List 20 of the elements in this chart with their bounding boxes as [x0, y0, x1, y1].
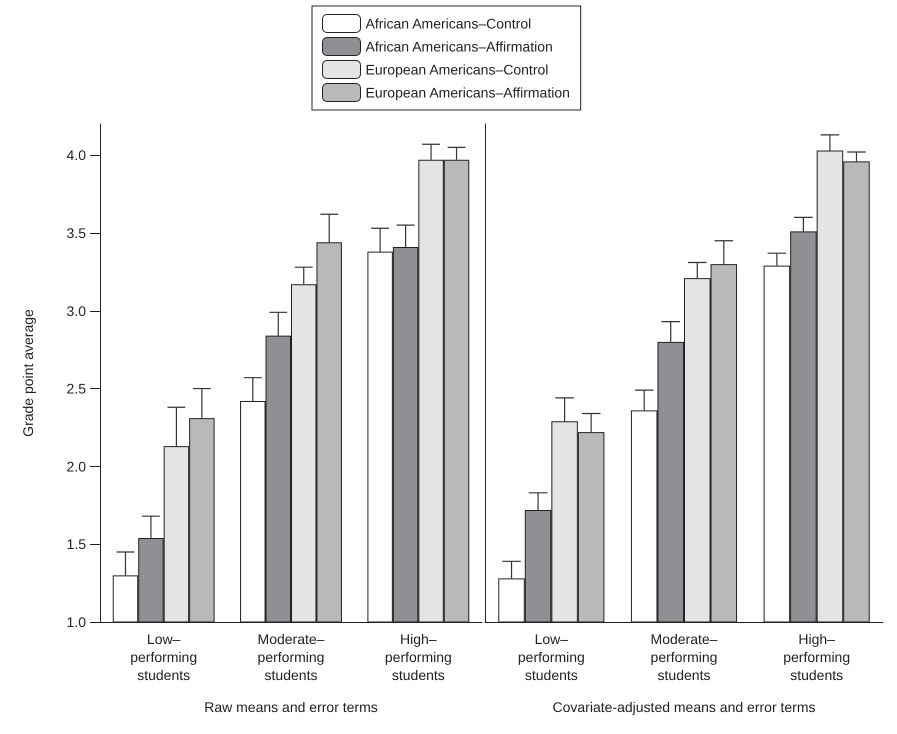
y-tick-label: 4.0: [66, 147, 86, 164]
x-axis-title: Covariate-adjusted means and error terms: [552, 699, 816, 715]
legend-label: European Americans–Affirmation: [366, 84, 570, 100]
y-tick-label: 1.0: [66, 614, 86, 630]
x-tick-label: Moderate– performing students: [258, 631, 325, 683]
x-tick-label: Low– performing students: [130, 631, 198, 683]
legend-label: African Americans–Affirmation: [366, 38, 553, 54]
y-tick-label: 2.5: [66, 380, 86, 397]
y-tick-label: 3.0: [66, 302, 86, 319]
y-tick-label: 3.5: [66, 224, 86, 241]
x-axis-title: Raw means and error terms: [204, 699, 378, 715]
y-tick-label: 1.5: [66, 536, 86, 552]
legend-label: African Americans–Control: [366, 16, 532, 32]
y-tick-label: 2.0: [66, 458, 86, 474]
legend-label: European Americans–Control: [366, 62, 548, 78]
x-tick-label: Low– performing students: [518, 631, 585, 683]
y-axis-title: Grade point average: [20, 308, 36, 437]
x-tick-label: High– performing students: [783, 631, 850, 683]
x-tick-label: Moderate– performing students: [650, 631, 718, 683]
x-tick-label: High– performing students: [384, 631, 452, 683]
